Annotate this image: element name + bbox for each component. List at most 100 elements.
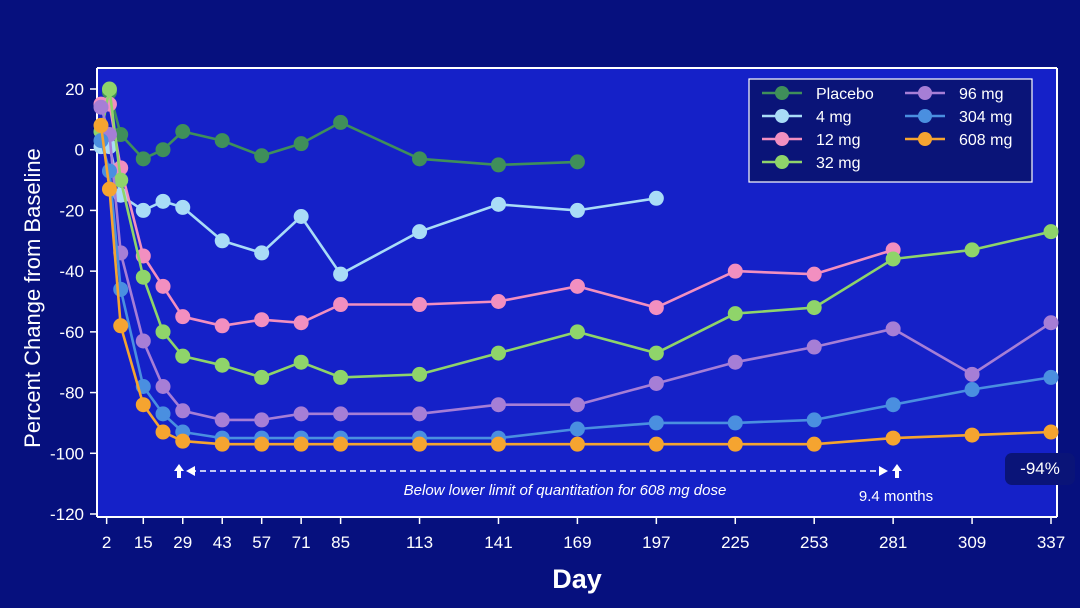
up-arrow-right-icon — [892, 464, 902, 478]
data-point — [175, 348, 191, 364]
data-point — [490, 196, 506, 212]
data-point — [175, 309, 191, 325]
data-point — [155, 142, 171, 158]
data-point — [293, 436, 309, 452]
y-tick-label: 0 — [75, 141, 84, 160]
x-tick-label: 337 — [1037, 533, 1065, 552]
x-axis-label: Day — [552, 564, 602, 594]
data-point — [113, 281, 129, 297]
data-point — [648, 345, 664, 361]
series-layer — [93, 81, 1059, 452]
data-point — [293, 209, 309, 224]
data-point — [254, 245, 270, 261]
data-point — [333, 297, 349, 313]
y-tick-label: -60 — [59, 323, 84, 342]
data-point — [293, 315, 309, 331]
data-point — [412, 436, 428, 452]
data-point — [93, 133, 109, 149]
data-point — [113, 172, 129, 188]
x-tick-label: 71 — [292, 533, 311, 552]
x-tick-label: 2 — [102, 533, 111, 552]
x-tick-label: 197 — [642, 533, 670, 552]
y-axis-label: Percent Change from Baseline — [20, 148, 45, 448]
data-point — [333, 369, 349, 385]
legend-swatch-marker — [775, 86, 789, 100]
data-point — [214, 233, 230, 249]
x-ticks: 2 15 29 43 57 71 85 113 141 169 197 225 253 281 309 337 — [102, 517, 1065, 552]
data-point — [214, 412, 230, 428]
data-point — [648, 415, 664, 431]
data-point — [254, 312, 270, 328]
legend-swatch-marker — [775, 109, 789, 123]
legend-label: 304 mg — [959, 109, 1012, 126]
data-point — [569, 324, 585, 340]
llq-arrow-left-head — [186, 466, 195, 476]
data-point — [885, 430, 901, 446]
data-point — [101, 163, 117, 179]
data-point — [293, 354, 309, 370]
data-point — [155, 424, 171, 440]
x-tick-label: 85 — [331, 533, 350, 552]
data-point — [135, 202, 151, 218]
data-point — [101, 181, 117, 197]
legend-label: 608 mg — [959, 132, 1012, 149]
legend: Placebo 4 mg 12 mg 32 mg 96 mg 304 mg 608 mg — [748, 78, 1033, 183]
data-point — [254, 369, 270, 385]
data-point — [155, 278, 171, 294]
x-tick-label: 43 — [213, 533, 232, 552]
data-point — [806, 266, 822, 282]
data-point — [254, 436, 270, 452]
data-point — [333, 406, 349, 422]
series-96-mg — [93, 99, 1059, 428]
y-ticks: 20 0 -20 -40 -60 -80 -100 -120 — [50, 80, 97, 524]
data-point — [113, 127, 129, 143]
data-point — [135, 151, 151, 167]
x-tick-label: 57 — [252, 533, 271, 552]
data-point — [254, 148, 270, 164]
data-point — [806, 339, 822, 355]
months-text: 9.4 months — [859, 488, 933, 505]
llq-text: Below lower limit of quantitation for 60… — [404, 482, 727, 499]
data-point — [727, 306, 743, 322]
data-point — [412, 406, 428, 422]
data-point — [964, 427, 980, 443]
data-point — [175, 433, 191, 449]
llq-arrow-right-head — [879, 466, 888, 476]
data-point — [135, 269, 151, 285]
y-tick-label: -120 — [50, 505, 84, 524]
data-point — [412, 297, 428, 313]
data-point — [490, 345, 506, 361]
data-point — [293, 406, 309, 422]
data-point — [333, 436, 349, 452]
data-point — [412, 366, 428, 382]
data-point — [569, 397, 585, 413]
data-point — [254, 412, 270, 428]
data-point — [333, 266, 349, 282]
y-tick-label: -20 — [59, 201, 84, 220]
data-point — [885, 321, 901, 337]
data-point — [648, 190, 664, 206]
data-point — [490, 397, 506, 413]
data-point — [490, 436, 506, 452]
legend-label: 4 mg — [816, 109, 852, 126]
data-point — [135, 397, 151, 413]
data-point — [569, 154, 585, 170]
data-point — [1043, 369, 1059, 385]
y-tick-label: -40 — [59, 262, 84, 281]
data-point — [175, 403, 191, 419]
data-point — [155, 193, 171, 209]
data-point — [93, 99, 109, 115]
data-point — [490, 294, 506, 309]
legend-swatch-marker — [918, 86, 932, 100]
y-tick-label: -100 — [50, 444, 84, 463]
data-point — [569, 202, 585, 218]
llq-annotation: Below lower limit of quantitation for 60… — [174, 464, 933, 505]
data-point — [101, 81, 117, 97]
data-point — [727, 354, 743, 370]
data-point — [1043, 315, 1059, 331]
data-point — [175, 199, 191, 215]
data-point — [412, 224, 428, 240]
data-point — [333, 114, 349, 130]
data-point — [885, 251, 901, 267]
